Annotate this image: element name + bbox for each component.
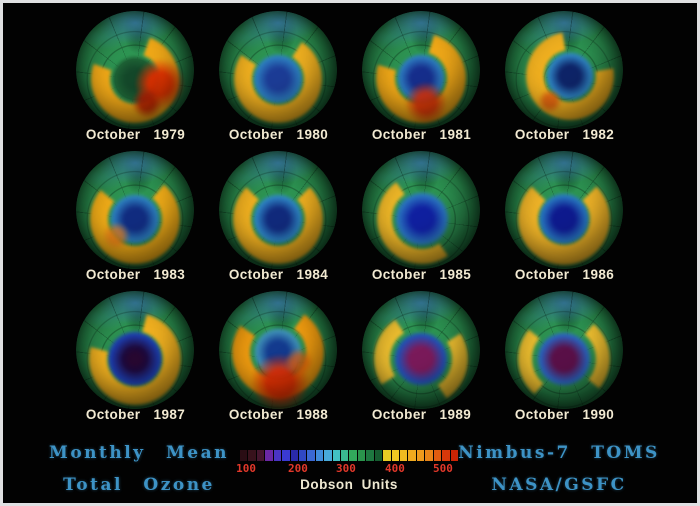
ozone-hotspot bbox=[404, 82, 447, 125]
globe-cell-1981: October 1981 bbox=[350, 8, 493, 148]
colorbar-cell bbox=[282, 450, 290, 461]
globe-shading bbox=[362, 151, 480, 269]
globe-cell-1984: October 1984 bbox=[207, 148, 350, 288]
globe-1982 bbox=[505, 11, 623, 129]
globe-1984 bbox=[219, 151, 337, 269]
globe-shading bbox=[362, 11, 480, 129]
globe-label: October 1983 bbox=[85, 267, 186, 282]
globe-cell-1987: October 1987 bbox=[64, 288, 207, 428]
colorbar-cell bbox=[298, 450, 307, 461]
ozone-hotspot bbox=[537, 88, 562, 113]
ozone-hotspot bbox=[124, 348, 146, 371]
ozone-hotspot bbox=[102, 221, 131, 250]
colorbar-cell bbox=[416, 450, 425, 461]
colorbar-cell bbox=[307, 450, 315, 461]
colorbar-cell bbox=[391, 450, 400, 461]
ozone-hole bbox=[537, 332, 591, 387]
globe-1983 bbox=[76, 151, 194, 269]
colorbar-cell bbox=[400, 450, 408, 461]
globe-cell-1990: October 1990 bbox=[493, 288, 636, 428]
globe-1988 bbox=[219, 291, 337, 409]
ozone-hotspot bbox=[131, 88, 162, 119]
colorbar-units-label: Dobson Units bbox=[300, 477, 398, 492]
globe-1989 bbox=[362, 291, 480, 409]
globe-shading bbox=[505, 291, 623, 409]
colorbar-tick-label: 100 bbox=[236, 462, 257, 475]
colorbar-tick-label: 500 bbox=[433, 462, 453, 475]
credit-instrument: Nimbus-7 TOMS bbox=[458, 443, 660, 463]
globe-cell-1982: October 1982 bbox=[493, 8, 636, 148]
colorbar-cell bbox=[315, 450, 324, 461]
colorbar bbox=[240, 450, 458, 461]
globe-1986 bbox=[505, 151, 623, 269]
globe-1981 bbox=[362, 11, 480, 129]
colorbar-cell bbox=[341, 450, 349, 461]
globe-cell-1979: October 1979 bbox=[64, 8, 207, 148]
globe-shading bbox=[362, 291, 480, 409]
globe-cell-1989: October 1989 bbox=[350, 288, 493, 428]
globe-label: October 1987 bbox=[85, 407, 186, 422]
globe-1990 bbox=[505, 291, 623, 409]
ozone-hole bbox=[253, 54, 303, 105]
colorbar-cell bbox=[442, 450, 450, 461]
globe-label: October 1989 bbox=[371, 407, 472, 422]
colorbar-cell bbox=[366, 450, 374, 461]
colorbar-cell bbox=[273, 450, 282, 461]
colorbar-cell bbox=[433, 450, 442, 461]
colorbar-tick-label: 300 bbox=[336, 462, 356, 475]
ozone-hotspot bbox=[285, 347, 314, 376]
globe-cell-1980: October 1980 bbox=[207, 8, 350, 148]
colorbar-cell bbox=[256, 450, 265, 461]
globe-label: October 1990 bbox=[514, 407, 615, 422]
colorbar-cell bbox=[450, 450, 458, 461]
colorbar-cell bbox=[357, 450, 366, 461]
globe-cell-1983: October 1983 bbox=[64, 148, 207, 288]
globe-1979 bbox=[76, 11, 194, 129]
globe-shading bbox=[219, 151, 337, 269]
globe-1985 bbox=[362, 151, 480, 269]
colorbar-cell bbox=[425, 450, 433, 461]
globe-grid: October 1979 October 1980 October 1981 Octo… bbox=[64, 8, 636, 428]
globe-shading bbox=[219, 291, 337, 409]
credit-agency: NASA/GSFC bbox=[491, 475, 627, 495]
globe-label: October 1988 bbox=[228, 407, 329, 422]
colorbar-cell bbox=[324, 450, 332, 461]
globe-shading bbox=[76, 11, 194, 129]
globe-label: October 1984 bbox=[228, 267, 329, 282]
colorbar-tick-labels: 100 200 300 400 500 bbox=[236, 462, 458, 475]
globe-label: October 1986 bbox=[514, 267, 615, 282]
ozone-hole bbox=[395, 192, 450, 247]
colorbar-cell bbox=[290, 450, 298, 461]
title-line-total-ozone: Total Ozone bbox=[63, 475, 215, 495]
globe-label: October 1980 bbox=[228, 127, 329, 142]
globe-label: October 1982 bbox=[514, 127, 615, 142]
globe-cell-1985: October 1985 bbox=[350, 148, 493, 288]
colorbar-cell bbox=[374, 450, 383, 461]
globe-shading bbox=[76, 151, 194, 269]
globe-shading bbox=[505, 151, 623, 269]
globe-shading bbox=[505, 11, 623, 129]
colorbar-tick-label: 200 bbox=[288, 462, 308, 475]
globe-cell-1988: October 1988 bbox=[207, 288, 350, 428]
globe-label: October 1981 bbox=[371, 127, 472, 142]
colorbar-cell bbox=[349, 450, 357, 461]
colorbar-cell bbox=[248, 450, 256, 461]
colorbar-cell bbox=[332, 450, 341, 461]
globe-label: October 1985 bbox=[371, 267, 472, 282]
globe-shading bbox=[76, 291, 194, 409]
globe-cell-1986: October 1986 bbox=[493, 148, 636, 288]
globe-1980 bbox=[219, 11, 337, 129]
ozone-hole bbox=[394, 332, 448, 387]
globe-1987 bbox=[76, 291, 194, 409]
globe-label: October 1979 bbox=[85, 127, 186, 142]
colorbar-cell bbox=[408, 450, 416, 461]
title-line-monthly-mean: Monthly Mean bbox=[49, 443, 229, 463]
colorbar-cell bbox=[240, 450, 248, 461]
colorbar-cell bbox=[265, 450, 273, 461]
colorbar-tick-label: 400 bbox=[385, 462, 405, 475]
colorbar-cell bbox=[383, 450, 391, 461]
globe-shading bbox=[219, 11, 337, 129]
